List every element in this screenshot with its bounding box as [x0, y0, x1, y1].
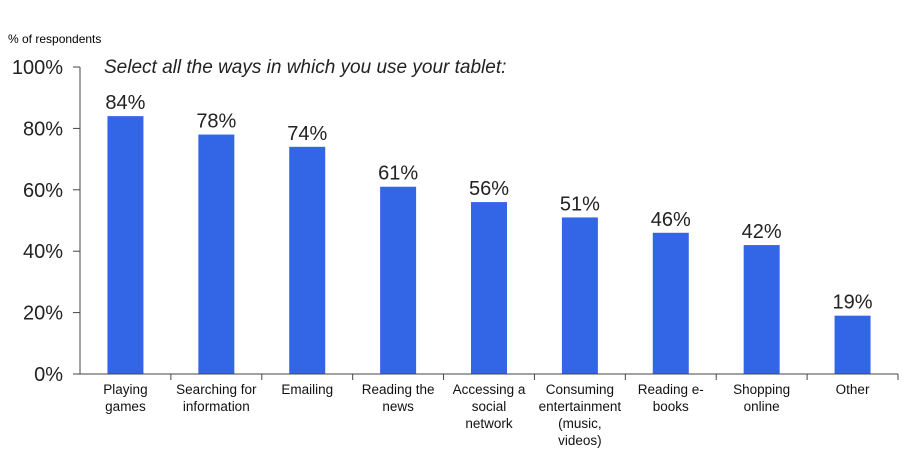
bar	[107, 116, 144, 375]
y-tick-label: 20%	[23, 303, 63, 325]
x-tick-label: information	[183, 399, 250, 414]
value-label: 61%	[378, 163, 418, 185]
x-tick-label: Reading e-	[638, 382, 704, 397]
x-tick-label: games	[105, 399, 146, 414]
x-tick-label: (music,	[558, 416, 602, 431]
bar	[471, 202, 507, 374]
x-tick-label: entertainment	[539, 399, 622, 414]
x-tick-label: Searching for	[176, 382, 257, 397]
x-tick-label: Emailing	[281, 382, 333, 397]
y-tick-label: 60%	[23, 180, 63, 202]
value-label: 19%	[833, 292, 873, 314]
y-tick-label: 40%	[23, 241, 63, 263]
y-axis-label: % of respondents	[8, 32, 101, 46]
x-tick-label: Other	[836, 382, 870, 397]
value-label: 56%	[469, 178, 509, 200]
bars: 84% 78% 74% 61% 56% 51% 46% 42% 19%	[105, 92, 873, 375]
value-label: 74%	[287, 123, 327, 145]
x-tick-label: Playing	[103, 382, 147, 397]
value-label: 78%	[196, 111, 236, 133]
bar	[198, 134, 235, 374]
value-label: 46%	[651, 209, 691, 231]
y-axis: 0% 20% 40% 60% 80% 100%	[12, 57, 81, 386]
y-tick-label: 100%	[12, 57, 63, 79]
bar	[380, 186, 417, 374]
x-tick-label: Consuming	[546, 382, 614, 397]
value-label: 51%	[560, 193, 600, 215]
x-tick-label: books	[653, 399, 689, 414]
x-tick-label: news	[382, 399, 414, 414]
x-tick-label: network	[465, 416, 513, 431]
x-tick-label: Accessing a	[453, 382, 526, 397]
bar	[561, 217, 598, 374]
x-tick-label: social	[472, 399, 507, 414]
x-tick-label: online	[744, 399, 780, 414]
x-tick-label: Reading the	[362, 382, 435, 397]
bar	[743, 245, 780, 374]
x-tick-label: videos)	[558, 433, 602, 448]
x-axis: Playing games Searching for information Emai…	[80, 373, 899, 448]
bar	[289, 146, 326, 374]
y-tick-label: 0%	[34, 364, 63, 386]
y-tick-label: 80%	[23, 118, 63, 140]
bar	[834, 315, 871, 374]
chart-title: Select all the ways in which you use you…	[104, 57, 506, 78]
value-label: 42%	[742, 221, 782, 243]
value-label: 84%	[105, 92, 145, 114]
bar	[652, 232, 689, 374]
x-tick-label: Shopping	[733, 382, 790, 397]
